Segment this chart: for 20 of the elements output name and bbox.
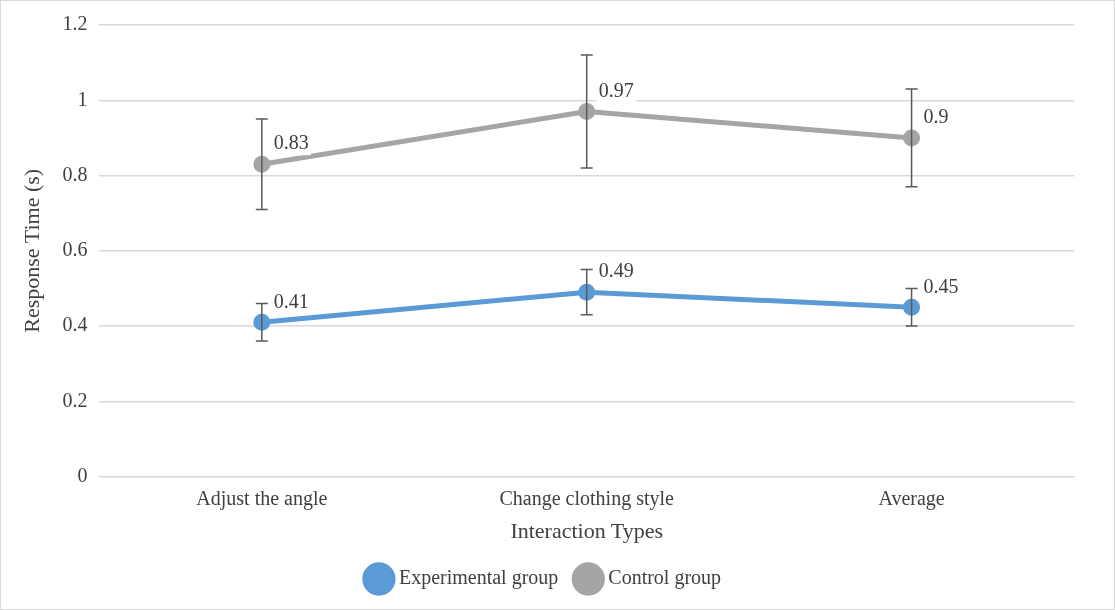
y-tick-label: 1 xyxy=(77,87,88,110)
legend-label: Experimental group xyxy=(398,566,559,590)
data-label: 0.97 xyxy=(598,78,634,101)
x-tick-label: Average xyxy=(878,486,945,510)
data-label: 0.49 xyxy=(598,259,634,282)
legend-label: Control group xyxy=(608,566,722,590)
y-tick-label: 0 xyxy=(77,463,88,486)
y-tick-label: 0.4 xyxy=(62,313,88,336)
y-tick-label: 1.2 xyxy=(62,12,88,35)
y-tick-label: 0.8 xyxy=(62,162,88,185)
x-tick-label: Change clothing style xyxy=(499,486,675,510)
data-label: 0.41 xyxy=(273,289,309,312)
data-label: 0.45 xyxy=(923,274,959,297)
x-axis-title: Interaction Types xyxy=(510,517,664,543)
data-label: 0.83 xyxy=(273,131,309,154)
y-axis-title: Response Time (s) xyxy=(18,168,44,333)
y-tick-label: 0.6 xyxy=(62,238,88,261)
y-tick-label: 0.2 xyxy=(62,388,88,411)
x-tick-label: Adjust the angle xyxy=(196,486,328,510)
data-label: 0.9 xyxy=(923,105,949,128)
